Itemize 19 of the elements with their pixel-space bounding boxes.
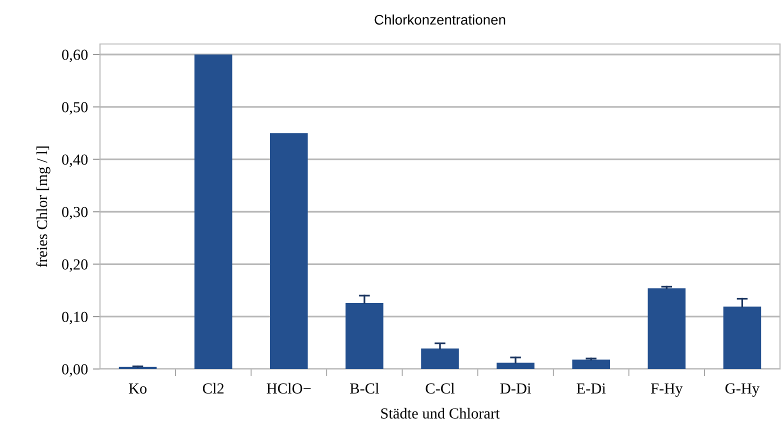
x-tick-label: Ko — [128, 383, 147, 394]
x-tick-label: B-Cl — [350, 382, 379, 394]
x-tick-label: E-Di — [576, 383, 606, 394]
y-tick-label: 0,00 — [62, 364, 88, 377]
y-tick-label: 0,30 — [62, 206, 88, 220]
x-axis-title: Städte und Chlorart — [381, 408, 500, 419]
y-tick-label: 0,40 — [62, 154, 88, 167]
y-tick-label: 0,20 — [62, 259, 88, 272]
y-tick-label: 0,10 — [62, 312, 88, 324]
x-tick-label: HClO− — [266, 382, 311, 394]
y-tick-label: 0,50 — [62, 102, 88, 115]
y-tick-label: 0,60 — [62, 50, 88, 62]
x-tick-label: C-Cl — [426, 382, 455, 394]
y-axis-title: freies Chlor [mg / l] — [36, 146, 50, 268]
x-tick-label: D-Di — [500, 383, 531, 394]
x-tick-label: F-Hy — [650, 383, 683, 397]
chart-title: Chlorkonzentrationen — [374, 14, 506, 25]
x-tick-label: Cl2 — [202, 382, 224, 394]
x-tick-label: G-Hy — [725, 383, 760, 397]
